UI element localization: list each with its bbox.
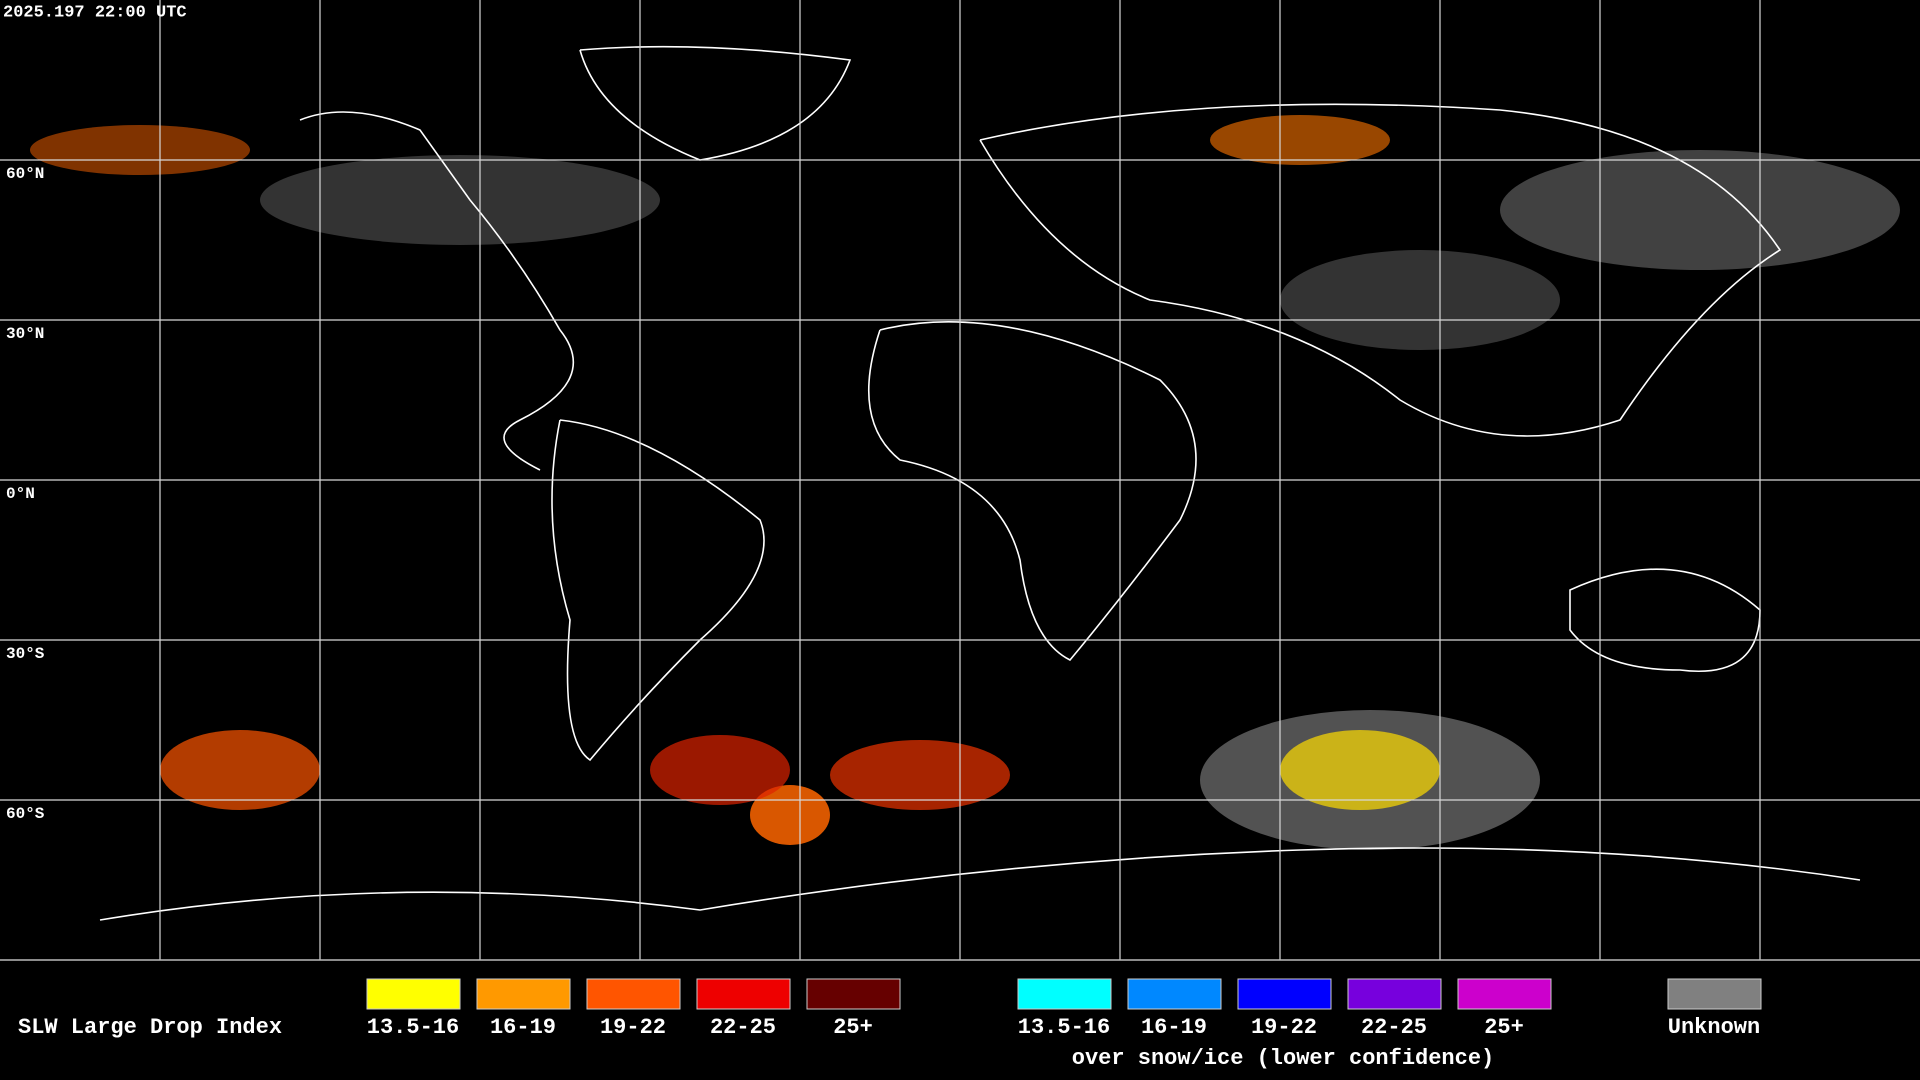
coastline: [551, 419, 765, 762]
cloud-field: [650, 735, 790, 805]
legend-swatch: [1457, 978, 1552, 1010]
legend-swatch: [1017, 978, 1112, 1010]
legend-swatch: [806, 978, 901, 1010]
timestamp: 2025.197 22:00 UTC: [3, 3, 187, 22]
legend-label: 13.5-16: [367, 1015, 459, 1040]
legend-label: 16-19: [1141, 1015, 1207, 1040]
legend-swatch: [1347, 978, 1442, 1010]
legend-label: 25+: [833, 1015, 873, 1040]
coastline: [979, 103, 1782, 437]
legend-note: over snow/ice (lower confidence): [1072, 1046, 1494, 1071]
coastlines: [99, 45, 1861, 921]
latitude-label: 60°N: [6, 165, 44, 183]
cloud-field: [1280, 250, 1560, 350]
coastline: [299, 111, 575, 471]
cloud-field: [830, 740, 1010, 810]
legend-swatch: [366, 978, 461, 1010]
legend-label: 19-22: [600, 1015, 666, 1040]
legend-swatch: [1237, 978, 1332, 1010]
legend-label: 22-25: [710, 1015, 776, 1040]
legend-label: Unknown: [1668, 1015, 1760, 1040]
legend-swatch: [586, 978, 681, 1010]
coastline: [1569, 568, 1761, 672]
legend-label: 19-22: [1251, 1015, 1317, 1040]
cloud-field: [1210, 115, 1390, 165]
legend-swatch: [1127, 978, 1222, 1010]
latitude-label: 30°N: [6, 325, 44, 343]
latitude-label: 0°N: [6, 485, 35, 503]
coastline: [867, 321, 1197, 661]
legend-swatch: [696, 978, 791, 1010]
legend-label: 16-19: [490, 1015, 556, 1040]
coastline: [579, 45, 852, 161]
cloud-field: [1280, 730, 1440, 810]
legend-label: 25+: [1484, 1015, 1524, 1040]
legend-label: 22-25: [1361, 1015, 1427, 1040]
legend-title: SLW Large Drop Index: [18, 1015, 282, 1040]
legend-swatch: [476, 978, 571, 1010]
coastline: [99, 847, 1861, 921]
cloud-field: [30, 125, 250, 175]
latitude-label: 30°S: [6, 645, 45, 663]
cloud-field: [160, 730, 320, 810]
latitude-label: 60°S: [6, 805, 45, 823]
cloud-field: [260, 155, 660, 245]
legend-label: 13.5-16: [1018, 1015, 1110, 1040]
legend-swatch: [1667, 978, 1762, 1010]
cloud-field: [1500, 150, 1900, 270]
graticule: [0, 0, 1920, 960]
